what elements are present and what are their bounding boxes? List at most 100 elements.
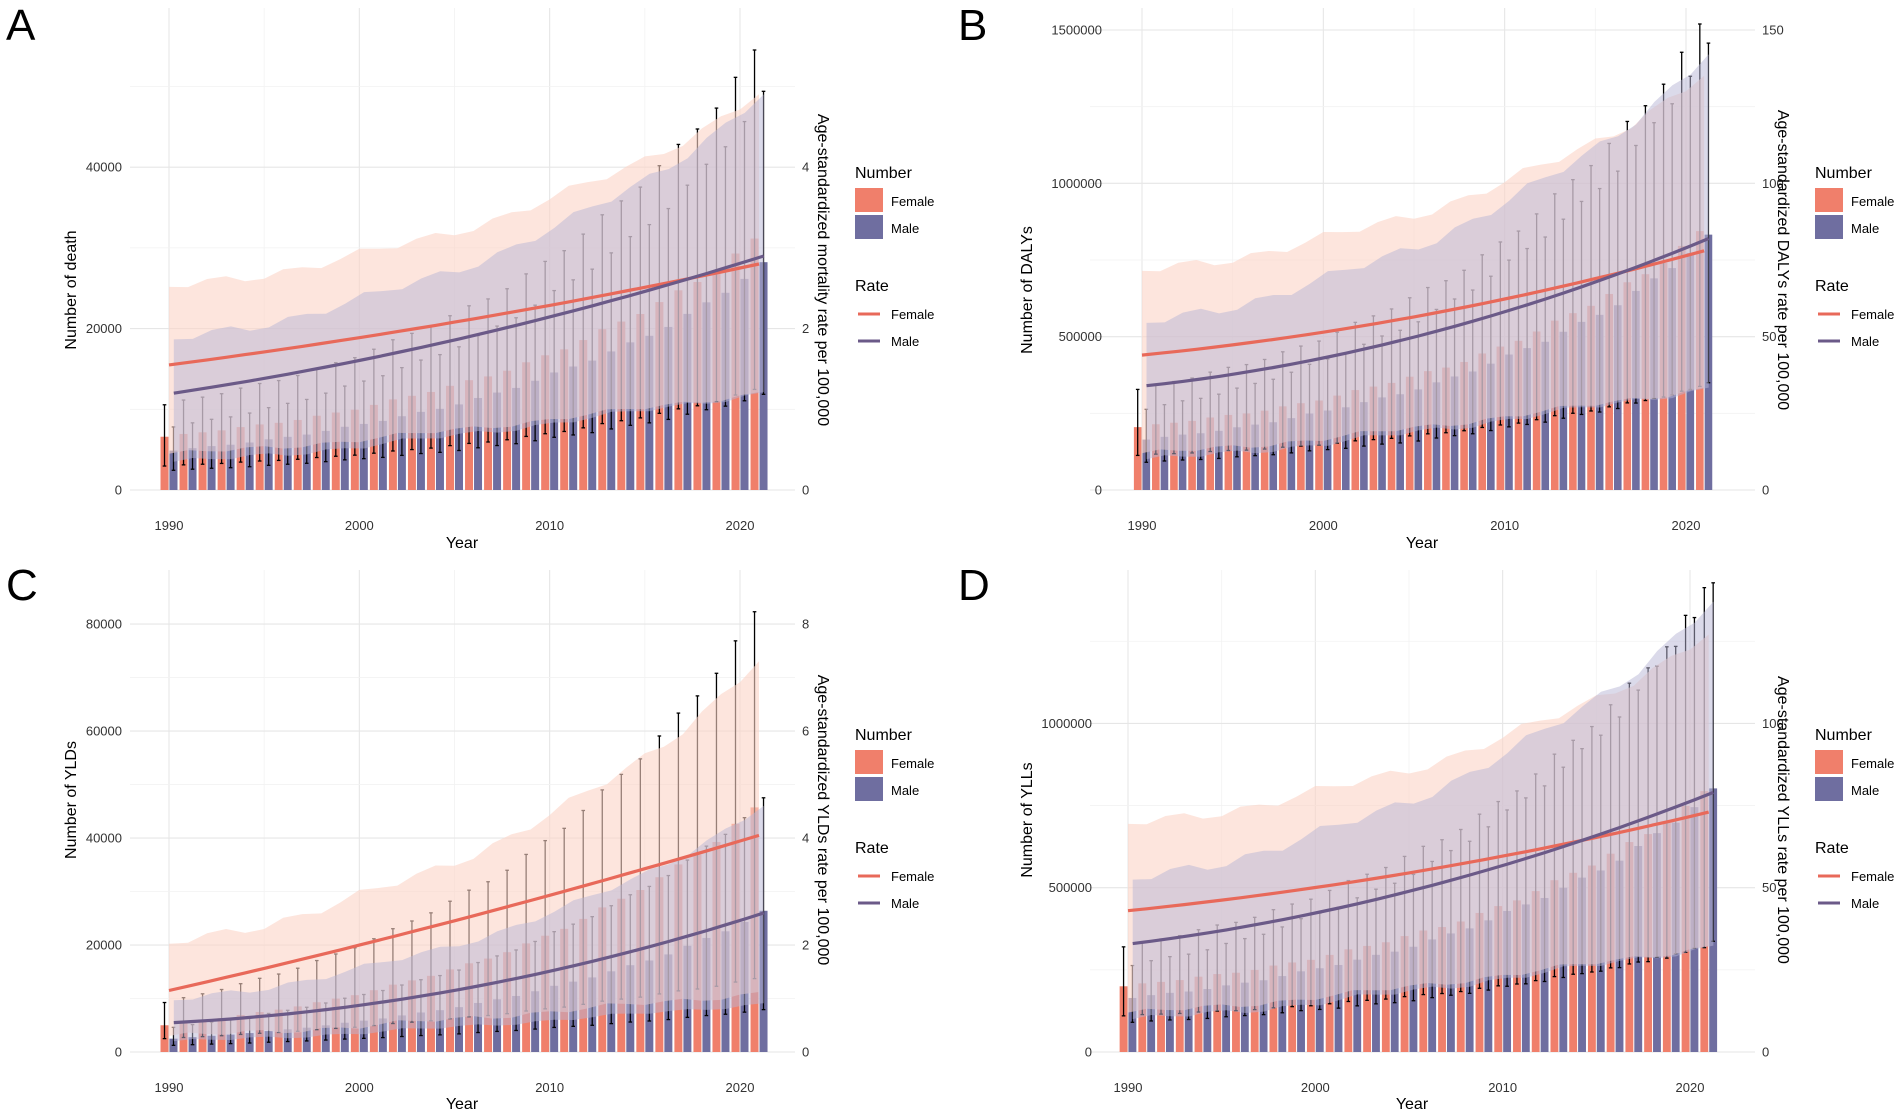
tick-labels: 1990 2000 2010 2020 0 20000 40000 60000 80000 0 2 4… — [86, 617, 809, 1095]
legend-rate-title: Rate — [855, 278, 889, 295]
bar-male-1990 — [1142, 439, 1151, 490]
bar-male-1991 — [1147, 995, 1156, 1052]
y-left-title-c: Number of YLDs — [63, 741, 80, 859]
panel-c: C 1990 2000 2010 2020 0 20000 40000 60000 80000 0… — [6, 561, 934, 1113]
legend-c: Number Female Male Rate Female Male — [855, 727, 934, 911]
y-right-title-a: Age-standardized mortality rate per 100,… — [814, 114, 831, 426]
panel-letter-b: B — [958, 1, 987, 50]
bar-male-1992 — [1165, 992, 1174, 1052]
y-left-tick-label: 0 — [1085, 1045, 1092, 1060]
rate-series — [168, 661, 765, 1042]
rate-band-male — [173, 805, 764, 1042]
y-right-tick-label: 2 — [802, 321, 809, 336]
y-right-tick-label: 4 — [802, 831, 809, 846]
legend-male-label: Male — [1851, 896, 1879, 911]
y-left-tick-label: 20000 — [86, 938, 122, 953]
plot-area-d: 1990 2000 2010 2020 0 500000 1000000 0 50 100 — [1041, 570, 1784, 1095]
tick-labels: 1990 2000 2010 2020 0 500000 1000000 1500000 0 50… — [1051, 23, 1783, 534]
y-right-tick-label: 0 — [802, 483, 809, 498]
y-right-tick-label: 4 — [802, 160, 809, 175]
legend-d: Number Female Male Rate Female Male — [1815, 727, 1894, 911]
tick-labels: 1990 2000 2010 2020 0 20000 40000 0 2 4 — [86, 160, 809, 533]
y-left-tick-label: 1000000 — [1041, 716, 1092, 731]
legend-female-label: Female — [891, 869, 934, 884]
rate-line-male — [1146, 237, 1710, 388]
y-left-tick-label: 40000 — [86, 831, 122, 846]
rate-series — [168, 94, 765, 462]
legend-rate-title: Rate — [1815, 840, 1849, 857]
plot-area-b: 1990 2000 2010 2020 0 500000 1000000 1500000 0 50… — [1051, 8, 1784, 534]
y-right-tick-label: 50 — [1762, 329, 1776, 344]
legend-female-label: Female — [891, 194, 934, 209]
legend-male-swatch — [1815, 777, 1843, 801]
legend-male-swatch — [855, 777, 883, 801]
bar-male-2000 — [1315, 968, 1324, 1052]
bar-male-1994 — [1215, 430, 1223, 490]
legend-rate-title: Rate — [1815, 278, 1849, 295]
y-left-tick-label: 60000 — [86, 724, 122, 739]
legend-male-swatch — [1815, 215, 1843, 239]
legend-number-title: Number — [855, 165, 913, 182]
x-tick-label: 1990 — [155, 518, 184, 533]
error-bar-female-1990 — [162, 1001, 167, 1040]
y-left-tick-label: 0 — [115, 1045, 122, 1060]
y-right-tick-label: 150 — [1762, 23, 1784, 38]
legend-male-label: Male — [891, 896, 919, 911]
legend-female-label: Female — [891, 307, 934, 322]
y-left-title-a: Number of death — [63, 230, 80, 349]
bar-male-1993 — [1184, 991, 1193, 1052]
y-right-tick-label: 0 — [1762, 1045, 1769, 1060]
rate-line-female — [168, 833, 760, 993]
y-right-tick-label: 2 — [802, 938, 809, 953]
panel-a: A 1990 2000 2010 2020 0 20000 40000 0 2 4 Year Nu… — [6, 1, 934, 552]
y-left-tick-label: 80000 — [86, 617, 122, 632]
error-bar-female-1990 — [162, 404, 167, 467]
y-right-title-d: Age-standardized YLLs rate per 100,000 — [1774, 676, 1791, 964]
bar-male-1992 — [1178, 434, 1187, 490]
x-tick-label: 2010 — [535, 518, 564, 533]
bar-male-1998 — [1278, 976, 1287, 1052]
panel-letter-a: A — [6, 1, 36, 50]
x-tick-label: 2010 — [535, 1080, 564, 1095]
y-right-tick-label: 0 — [802, 1045, 809, 1060]
y-right-tick-label: 6 — [802, 724, 809, 739]
bar-female-1996 — [1232, 972, 1240, 1052]
bar-female-1992 — [1170, 422, 1178, 490]
bar-male-1996 — [1251, 424, 1259, 490]
legend-rate-title: Rate — [855, 840, 889, 857]
y-left-tick-label: 1500000 — [1051, 23, 1102, 38]
legend-male-label: Male — [1851, 783, 1879, 798]
error-bar-female-1990 — [1135, 388, 1140, 457]
panel-d: D 1990 2000 2010 2020 0 500000 1000000 0 50 100 Y… — [958, 561, 1894, 1113]
y-right-title-c: Age-standardized YLDs rate per 100,000 — [814, 675, 831, 966]
x-axis-title-d: Year — [1396, 1096, 1429, 1113]
legend-a: Number Female Male Rate Female Male — [855, 165, 934, 349]
legend-female-label: Female — [1851, 756, 1894, 771]
panel-letter-d: D — [958, 561, 990, 610]
x-tick-label: 2020 — [1676, 1080, 1705, 1095]
legend-female-swatch — [1815, 188, 1843, 212]
bar-male-1994 — [1203, 989, 1212, 1052]
plot-area-c: 1990 2000 2010 2020 0 20000 40000 60000 80000 0 2 4… — [86, 570, 809, 1095]
rate-line-female — [1127, 810, 1710, 913]
legend-female-label: Female — [1851, 307, 1894, 322]
legend-male-swatch — [855, 215, 883, 239]
y-right-title-b: Age-standardized DALYs rate per 100,000 — [1774, 110, 1791, 410]
bar-male-1999 — [1297, 971, 1305, 1052]
legend-female-swatch — [1815, 750, 1843, 774]
x-tick-label: 1990 — [1128, 518, 1157, 533]
panel-letter-c: C — [6, 561, 38, 610]
x-axis-title-c: Year — [446, 1096, 479, 1113]
x-tick-label: 2000 — [345, 1080, 374, 1095]
y-right-tick-label: 8 — [802, 617, 809, 632]
x-tick-label: 2020 — [1672, 518, 1701, 533]
plot-area-a: 1990 2000 2010 2020 0 20000 40000 0 2 4 — [86, 8, 809, 533]
y-left-title-b: Number of DALYs — [1019, 226, 1036, 354]
bar-male-1995 — [1222, 985, 1231, 1052]
x-axis-title-a: Year — [446, 535, 479, 552]
panel-b: B 1990 2000 2010 2020 0 500000 1000000 1500000 0… — [958, 1, 1894, 552]
bar-male-1991 — [1160, 436, 1169, 490]
x-tick-label: 2010 — [1488, 1080, 1517, 1095]
y-right-tick-label: 100 — [1762, 176, 1784, 191]
